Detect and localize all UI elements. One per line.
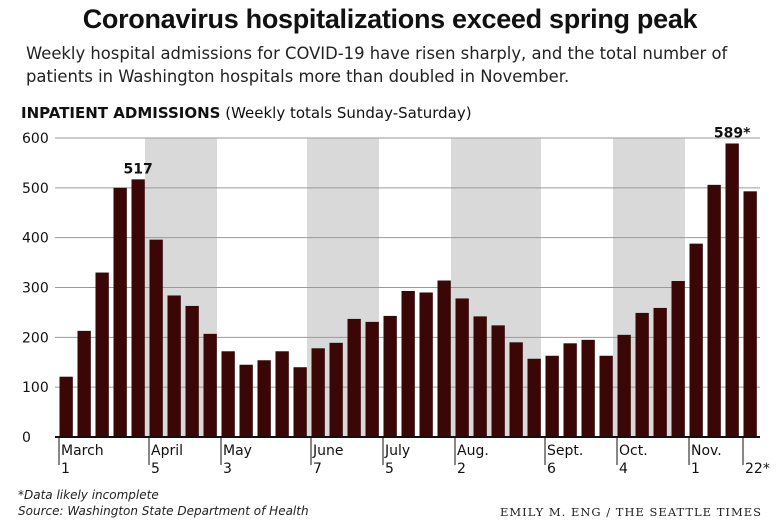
data-label: 517 xyxy=(124,161,153,177)
y-tick-label: 200 xyxy=(22,330,49,346)
x-tick-month: July xyxy=(384,443,410,459)
bar xyxy=(293,367,307,437)
x-tick-day: 2 xyxy=(457,461,466,477)
bar xyxy=(653,307,667,437)
x-tick-day: 5 xyxy=(151,461,160,477)
bar xyxy=(581,339,595,437)
x-tick-day: 3 xyxy=(223,461,232,477)
y-tick-label: 500 xyxy=(22,181,49,197)
panel-title: INPATIENT ADMISSIONS (Weekly totals Sund… xyxy=(21,104,472,122)
x-tick-month: April xyxy=(151,443,183,459)
x-tick-month: Sept. xyxy=(547,443,583,459)
x-tick-month: June xyxy=(312,443,344,459)
bar xyxy=(599,355,613,437)
x-tick-day: 1 xyxy=(691,461,700,477)
chart-subtitle: Weekly hospital admissions for COVID-19 … xyxy=(26,44,728,86)
x-tick-day: 7 xyxy=(313,461,322,477)
bar xyxy=(527,358,541,437)
bar xyxy=(203,333,217,437)
bar xyxy=(95,272,109,437)
bar xyxy=(311,348,325,437)
x-tick-day: 4 xyxy=(619,461,628,477)
bar-chart: 0 100 200 300 400 500 600 March 1 April 5 May 3 June 7… xyxy=(22,125,770,477)
bar xyxy=(59,376,73,437)
bar xyxy=(347,318,361,437)
bar xyxy=(365,321,379,437)
bar xyxy=(491,325,505,437)
x-tick-month: Nov. xyxy=(691,443,722,459)
bar xyxy=(383,315,397,437)
bar xyxy=(149,239,163,437)
bar xyxy=(617,334,631,437)
data-label: 589* xyxy=(714,125,751,141)
bar xyxy=(185,305,199,437)
bar xyxy=(131,179,145,437)
bar xyxy=(437,280,451,437)
x-tick-day: 6 xyxy=(547,461,556,477)
bar xyxy=(239,364,253,437)
bar xyxy=(77,330,91,437)
y-tick-label: 400 xyxy=(22,231,49,247)
chart-title: Coronavirus hospitalizations exceed spri… xyxy=(82,4,698,34)
bar xyxy=(563,343,577,437)
bar xyxy=(401,290,415,437)
bar xyxy=(329,342,343,437)
bar xyxy=(221,351,235,437)
bar xyxy=(707,184,721,437)
bar xyxy=(545,355,559,437)
bar xyxy=(455,298,469,437)
bar xyxy=(275,351,289,437)
bar xyxy=(635,312,649,437)
bar xyxy=(671,281,685,437)
bar xyxy=(473,316,487,437)
y-tick-label: 100 xyxy=(22,380,49,396)
bar xyxy=(725,143,739,437)
y-tick-label: 600 xyxy=(22,131,49,147)
bar xyxy=(419,292,433,437)
x-tick-month: May xyxy=(223,443,252,459)
bar xyxy=(689,243,703,437)
bar xyxy=(743,191,757,437)
y-tick-label: 300 xyxy=(22,281,49,297)
x-tick-month: Oct. xyxy=(619,443,648,459)
panel-title-main: INPATIENT ADMISSIONS xyxy=(21,104,221,122)
x-tick-day: 22* xyxy=(745,461,770,477)
x-tick-month: March xyxy=(61,443,104,459)
x-tick-day: 5 xyxy=(385,461,394,477)
footnote: *Data likely incomplete xyxy=(18,488,159,502)
x-tick-month: Aug. xyxy=(457,443,489,459)
y-tick-label: 0 xyxy=(22,430,31,446)
bar xyxy=(509,342,523,437)
bar xyxy=(167,295,181,437)
bar xyxy=(113,187,127,437)
panel-title-note: (Weekly totals Sunday-Saturday) xyxy=(225,104,472,122)
source-note: Source: Washington State Department of H… xyxy=(18,504,309,518)
credit-line: EMILY M. ENG / THE SEATTLE TIMES xyxy=(500,505,762,519)
bar xyxy=(257,360,271,437)
x-tick-day: 1 xyxy=(61,461,70,477)
